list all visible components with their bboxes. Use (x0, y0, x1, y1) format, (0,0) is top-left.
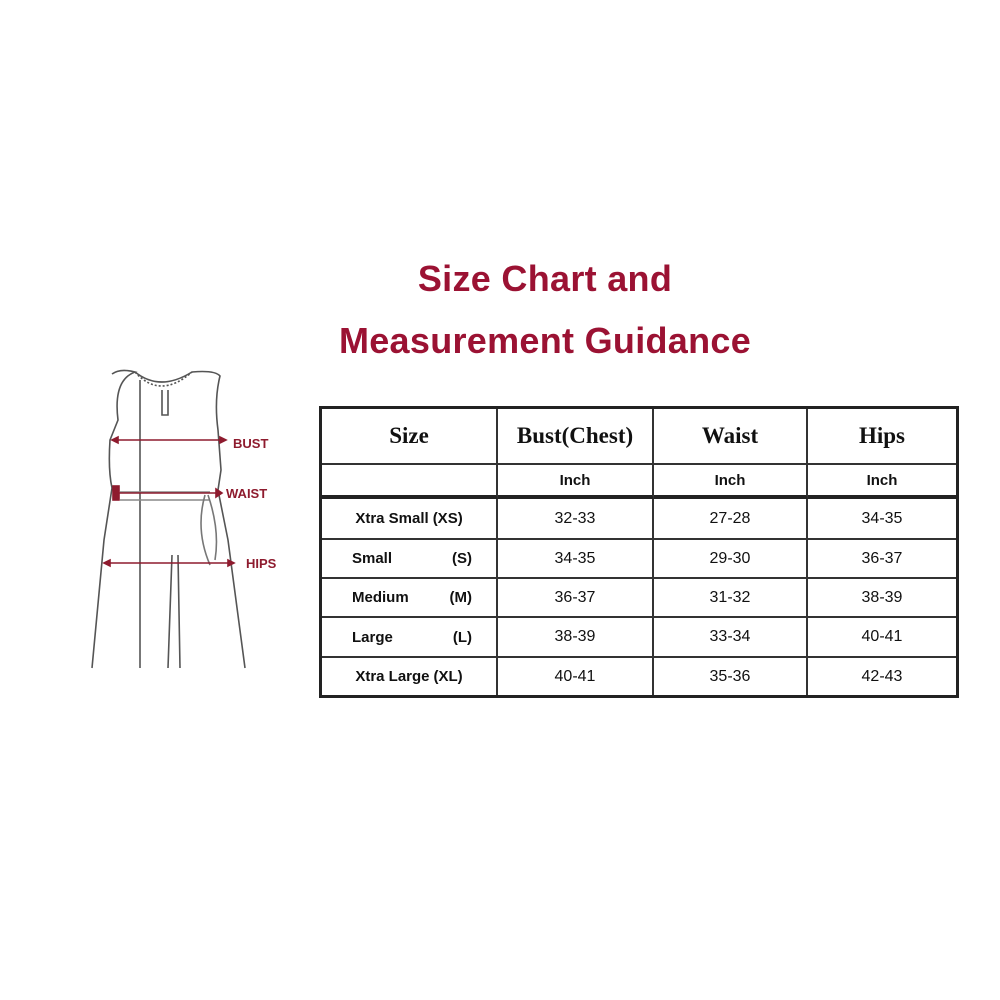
size-code: (L) (452, 628, 472, 646)
neckline (134, 371, 193, 387)
table-row-size: Xtra Small (XS) (322, 499, 498, 540)
cell-bust: 36-37 (498, 579, 654, 618)
waist-value: 35-36 (709, 667, 751, 685)
bust-value: 36-37 (554, 588, 596, 606)
size-name: Xtra Small (355, 510, 429, 527)
cell-waist: 33-34 (654, 618, 808, 658)
size-name: Small (352, 550, 393, 567)
size-name: Xtra Large (355, 668, 430, 685)
cell-waist: 31-32 (654, 579, 808, 618)
hips-label: HIPS (246, 556, 277, 571)
bust-value: 40-41 (554, 667, 596, 685)
cell-bust: 32-33 (498, 499, 654, 540)
waist-value: 31-32 (709, 588, 751, 606)
hips-value: 36-37 (861, 549, 903, 567)
size-code: (M) (449, 589, 473, 606)
cell-waist: 29-30 (654, 540, 808, 579)
waist-value: 29-30 (709, 549, 751, 567)
size-name: Large (352, 628, 393, 646)
header-size: Size (322, 409, 498, 465)
hips-value: 34-35 (861, 509, 903, 527)
title-line-2: Measurement Guidance (338, 320, 752, 361)
dress-sketch (91, 369, 246, 669)
bust-label: BUST (233, 436, 269, 451)
table-row-size: Small (S) (322, 540, 498, 579)
header-bust: Bust(Chest) (498, 409, 654, 465)
bust-value: 34-35 (554, 549, 596, 567)
size-code: (XS) (432, 510, 463, 527)
bust-value: 32-33 (554, 509, 596, 527)
unit-hips: Inch (808, 465, 956, 499)
cell-bust: 38-39 (498, 618, 654, 658)
cell-hips: 40-41 (808, 618, 956, 658)
unit-size (322, 465, 498, 499)
table-row-size: Xtra Large (XL) (322, 658, 498, 695)
cell-hips: 38-39 (808, 579, 956, 618)
unit-bust: Inch (498, 465, 654, 499)
header-waist: Waist (654, 409, 808, 465)
cell-bust: 34-35 (498, 540, 654, 579)
dress-outline-left (91, 369, 138, 669)
hips-value: 38-39 (861, 588, 903, 606)
hips-value: 40-41 (861, 628, 903, 645)
waist-value: 33-34 (709, 628, 751, 645)
size-code: (XL) (433, 668, 463, 685)
cell-bust: 40-41 (498, 658, 654, 695)
dress-outline-right (134, 370, 246, 669)
header-hips: Hips (808, 409, 956, 465)
cell-hips: 42-43 (808, 658, 956, 695)
waist-value: 27-28 (709, 509, 751, 527)
size-table: Size Bust(Chest) Waist Hips Inch Inch In… (319, 406, 959, 698)
size-code: (S) (452, 550, 472, 567)
cell-hips: 36-37 (808, 540, 956, 579)
bust-value: 38-39 (554, 628, 596, 645)
title-line-1: Size Chart and (417, 258, 673, 299)
cell-waist: 27-28 (654, 499, 808, 540)
cell-hips: 34-35 (808, 499, 956, 540)
size-name: Medium (352, 589, 409, 606)
unit-waist: Inch (654, 465, 808, 499)
hips-value: 42-43 (861, 667, 903, 685)
table-row-size: Medium (M) (322, 579, 498, 618)
keyhole (161, 390, 169, 416)
table-row-size: Large (L) (322, 618, 498, 658)
cell-waist: 35-36 (654, 658, 808, 695)
waist-label: WAIST (226, 486, 268, 501)
